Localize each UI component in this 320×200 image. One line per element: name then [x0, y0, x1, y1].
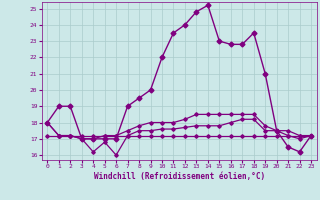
X-axis label: Windchill (Refroidissement éolien,°C): Windchill (Refroidissement éolien,°C): [94, 172, 265, 181]
